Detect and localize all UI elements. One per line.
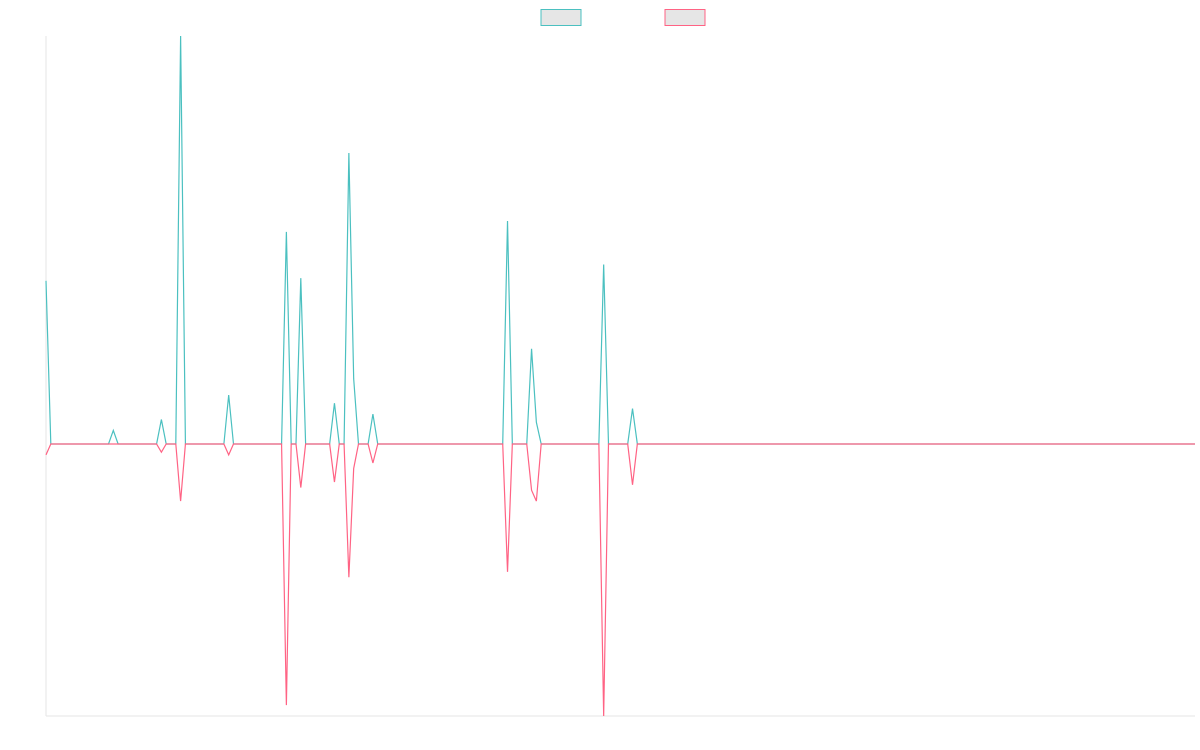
series-line	[45, 443, 1195, 717]
legend-swatch[interactable]	[664, 9, 706, 26]
legend-swatch[interactable]	[540, 9, 582, 26]
series-line	[45, 35, 1195, 445]
